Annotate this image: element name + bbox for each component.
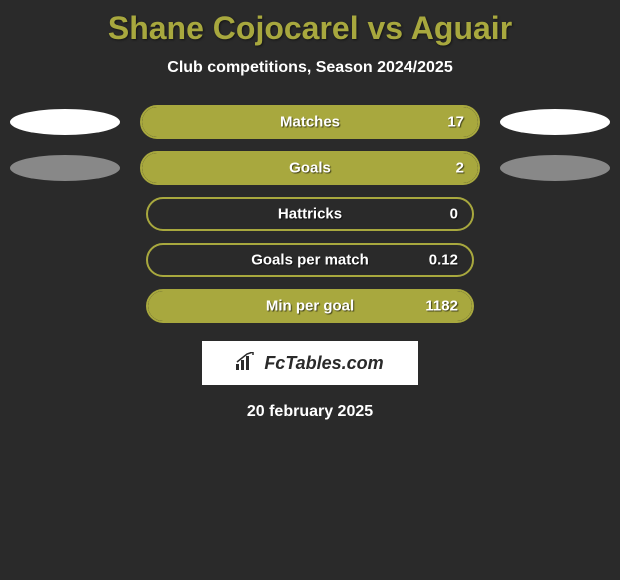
stat-bar: Hattricks 0 xyxy=(146,197,474,231)
stat-bar: Matches 17 xyxy=(140,105,480,139)
stat-label: Goals xyxy=(289,160,331,177)
date-label: 20 february 2025 xyxy=(0,403,620,421)
stat-value: 17 xyxy=(447,114,464,131)
subtitle: Club competitions, Season 2024/2025 xyxy=(0,59,620,77)
player-left-marker xyxy=(10,155,120,181)
stat-bar: Goals per match 0.12 xyxy=(146,243,474,277)
stat-row: Goals per match 0.12 xyxy=(0,243,620,277)
stat-row: Hattricks 0 xyxy=(0,197,620,231)
stat-label: Matches xyxy=(280,114,340,131)
logo-box[interactable]: FcTables.com xyxy=(202,341,418,385)
stat-row: Matches 17 xyxy=(0,105,620,139)
page-title: Shane Cojocarel vs Aguair xyxy=(0,0,620,47)
stat-bar: Min per goal 1182 xyxy=(146,289,474,323)
stat-bar: Goals 2 xyxy=(140,151,480,185)
stat-value: 2 xyxy=(456,160,464,177)
logo-text: FcTables.com xyxy=(264,353,383,374)
stat-label: Min per goal xyxy=(266,298,354,315)
stat-value: 1182 xyxy=(425,298,458,315)
comparison-panel: Shane Cojocarel vs Aguair Club competiti… xyxy=(0,0,620,421)
player-right-marker xyxy=(500,109,610,135)
stat-value: 0.12 xyxy=(429,252,458,269)
player-left-marker xyxy=(10,109,120,135)
stat-value: 0 xyxy=(450,206,458,223)
stat-row: Min per goal 1182 xyxy=(0,289,620,323)
chart-icon xyxy=(236,352,258,375)
stat-label: Hattricks xyxy=(278,206,342,223)
stat-rows: Matches 17 Goals 2 Hattricks 0 Goals per match… xyxy=(0,105,620,323)
stat-row: Goals 2 xyxy=(0,151,620,185)
stat-label: Goals per match xyxy=(251,252,369,269)
player-right-marker xyxy=(500,155,610,181)
